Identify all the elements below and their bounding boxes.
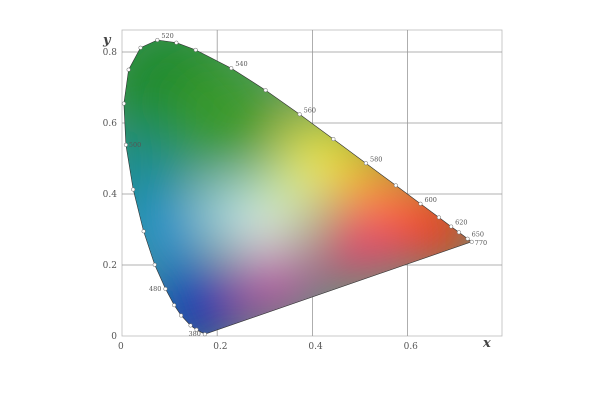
wavelength-label: 580 (370, 155, 382, 163)
wavelength-marker (363, 161, 369, 166)
wavelength-label: 560 (304, 106, 316, 114)
wavelength-marker (188, 323, 193, 328)
wavelength-marker (172, 303, 177, 308)
wavelength-marker (141, 229, 146, 234)
wavelength-marker (194, 327, 199, 332)
wavelength-marker (163, 286, 168, 291)
wavelength-label: 480 (149, 285, 161, 293)
color-region (196, 181, 257, 242)
x-tick-label: 0.6 (404, 342, 419, 352)
wavelength-marker (193, 47, 198, 52)
color-region (320, 200, 400, 281)
wavelength-marker (202, 332, 207, 337)
wavelength-marker (393, 183, 398, 188)
x-axis-label: x (482, 336, 491, 351)
wavelength-marker (418, 201, 423, 206)
wavelength-marker (155, 37, 160, 43)
wavelength-marker (179, 313, 184, 318)
wavelength-marker (331, 137, 336, 142)
wavelength-label: 540 (235, 60, 247, 68)
wavelength-marker (449, 224, 454, 229)
x-tick-label: 0.2 (213, 342, 227, 352)
y-tick-label: 0.4 (103, 190, 118, 200)
wavelength-label: 650 (472, 231, 484, 239)
y-tick-label: 0 (111, 332, 117, 342)
wavelength-label: 500 (129, 141, 141, 149)
y-tick-label: 0.8 (103, 48, 118, 58)
wavelength-marker (297, 112, 302, 117)
y-tick-label: 0.2 (103, 261, 117, 271)
wavelength-marker (121, 101, 126, 106)
y-axis-label: y (102, 33, 112, 48)
wavelength-marker (126, 67, 131, 72)
wavelength-marker (138, 45, 143, 50)
color-region (258, 164, 319, 224)
color-region (187, 296, 238, 335)
x-tick-label: 0.4 (308, 342, 323, 352)
wavelength-marker (436, 215, 441, 220)
wavelength-label: 600 (424, 196, 436, 204)
wavelength-label: 620 (455, 219, 467, 227)
y-tick-label: 0.6 (103, 119, 118, 129)
wavelength-marker (131, 187, 136, 192)
wavelength-marker (229, 66, 234, 71)
wavelength-marker (123, 142, 128, 147)
color-region (234, 239, 315, 320)
wavelength-label: 380 (188, 330, 200, 338)
wavelength-marker (465, 236, 470, 241)
color-region (171, 60, 282, 171)
wavelength-marker (456, 230, 462, 235)
x-tick-label: 0 (118, 342, 124, 352)
wavelength-label: 520 (161, 32, 173, 40)
wavelength-marker (469, 239, 474, 244)
wavelength-marker (263, 88, 268, 93)
wavelength-marker (174, 40, 179, 45)
wavelength-label: 770 (475, 239, 487, 247)
wavelength-marker (152, 262, 157, 267)
